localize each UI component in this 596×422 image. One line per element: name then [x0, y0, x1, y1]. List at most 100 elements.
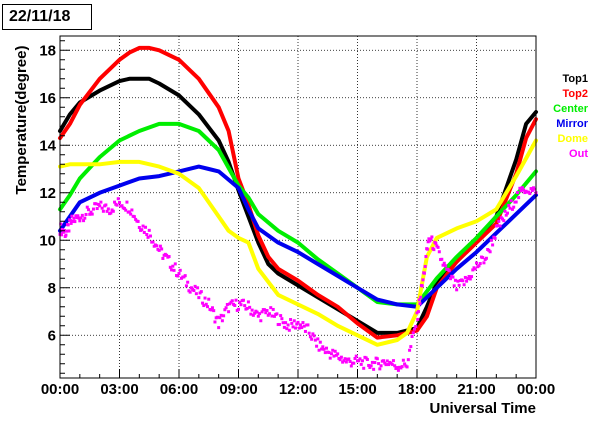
data-point — [410, 334, 414, 338]
data-point — [344, 360, 348, 364]
data-point — [151, 240, 155, 244]
data-point — [461, 279, 465, 283]
data-point — [148, 234, 152, 238]
data-point — [426, 240, 430, 244]
data-point — [368, 365, 372, 369]
data-point — [167, 255, 171, 259]
data-point — [80, 213, 84, 217]
data-point — [386, 363, 390, 367]
data-point — [520, 186, 524, 190]
data-point — [423, 264, 427, 268]
data-point — [122, 207, 126, 211]
data-point — [279, 314, 283, 318]
data-point — [141, 224, 145, 228]
data-point — [193, 284, 197, 288]
data-point — [365, 357, 369, 361]
data-point — [442, 261, 446, 265]
data-point — [85, 205, 89, 209]
data-point — [113, 200, 117, 204]
data-point — [176, 274, 180, 278]
data-point — [282, 325, 286, 329]
data-point — [406, 358, 410, 362]
data-point — [422, 271, 426, 275]
data-point — [342, 359, 346, 363]
data-point — [212, 309, 216, 313]
y-tick-label: 16 — [39, 90, 56, 107]
data-point — [127, 210, 131, 214]
data-point — [358, 357, 362, 361]
data-point — [234, 298, 238, 302]
x-tick-label: 12:00 — [279, 381, 317, 398]
data-point — [373, 361, 377, 365]
data-point — [209, 308, 213, 312]
legend-entry-out: Out — [569, 148, 588, 160]
data-point — [391, 359, 395, 363]
data-point — [292, 319, 296, 323]
data-point — [201, 301, 205, 305]
data-point — [289, 318, 293, 322]
data-point — [501, 217, 505, 221]
data-point — [395, 366, 399, 370]
data-point — [385, 359, 389, 363]
data-point — [243, 304, 247, 308]
data-point — [333, 349, 337, 353]
data-point — [286, 323, 290, 327]
data-point — [514, 200, 518, 204]
data-point — [77, 216, 81, 220]
data-point — [111, 209, 115, 213]
series-mirror — [58, 164, 538, 309]
data-point — [230, 299, 234, 303]
data-point — [362, 366, 366, 370]
data-point — [530, 188, 534, 192]
y-tick-label: 8 — [48, 280, 56, 297]
data-point — [417, 298, 421, 302]
data-point — [528, 192, 532, 196]
data-point — [199, 290, 203, 294]
data-point — [170, 268, 174, 272]
data-point — [137, 226, 141, 230]
data-point — [382, 359, 386, 363]
data-point — [307, 331, 311, 335]
data-point — [69, 221, 73, 225]
data-point — [109, 211, 113, 215]
data-point — [312, 334, 316, 338]
data-point — [188, 290, 192, 294]
legend-entry-dome: Dome — [557, 133, 588, 145]
data-point — [177, 272, 181, 276]
data-point — [285, 327, 289, 331]
data-point — [471, 268, 475, 272]
data-point — [409, 345, 413, 349]
data-point — [468, 277, 472, 281]
x-tick-label: 21:00 — [457, 381, 495, 398]
data-point — [206, 305, 210, 309]
data-point — [290, 321, 294, 325]
data-point — [360, 359, 364, 363]
data-point — [134, 217, 138, 221]
data-point — [104, 203, 108, 207]
data-point — [91, 207, 95, 211]
data-point — [455, 288, 459, 292]
data-point — [315, 344, 319, 348]
x-tick-label: 18:00 — [398, 381, 436, 398]
data-point — [132, 215, 136, 219]
data-point — [136, 219, 140, 223]
data-point — [416, 317, 420, 321]
y-tick-label: 18 — [39, 42, 56, 59]
data-point — [297, 326, 301, 330]
data-point — [310, 337, 314, 341]
data-point — [508, 206, 512, 210]
data-point — [493, 236, 497, 240]
data-point — [416, 310, 420, 314]
data-point — [67, 229, 71, 233]
data-point — [251, 313, 255, 317]
data-point — [414, 325, 418, 329]
data-point — [349, 364, 353, 368]
data-point — [222, 314, 226, 318]
data-point — [465, 279, 469, 283]
data-point — [401, 358, 405, 362]
data-point — [444, 264, 448, 268]
data-point — [277, 322, 281, 326]
data-point — [379, 364, 383, 368]
data-point — [419, 295, 423, 299]
data-point — [411, 331, 415, 335]
